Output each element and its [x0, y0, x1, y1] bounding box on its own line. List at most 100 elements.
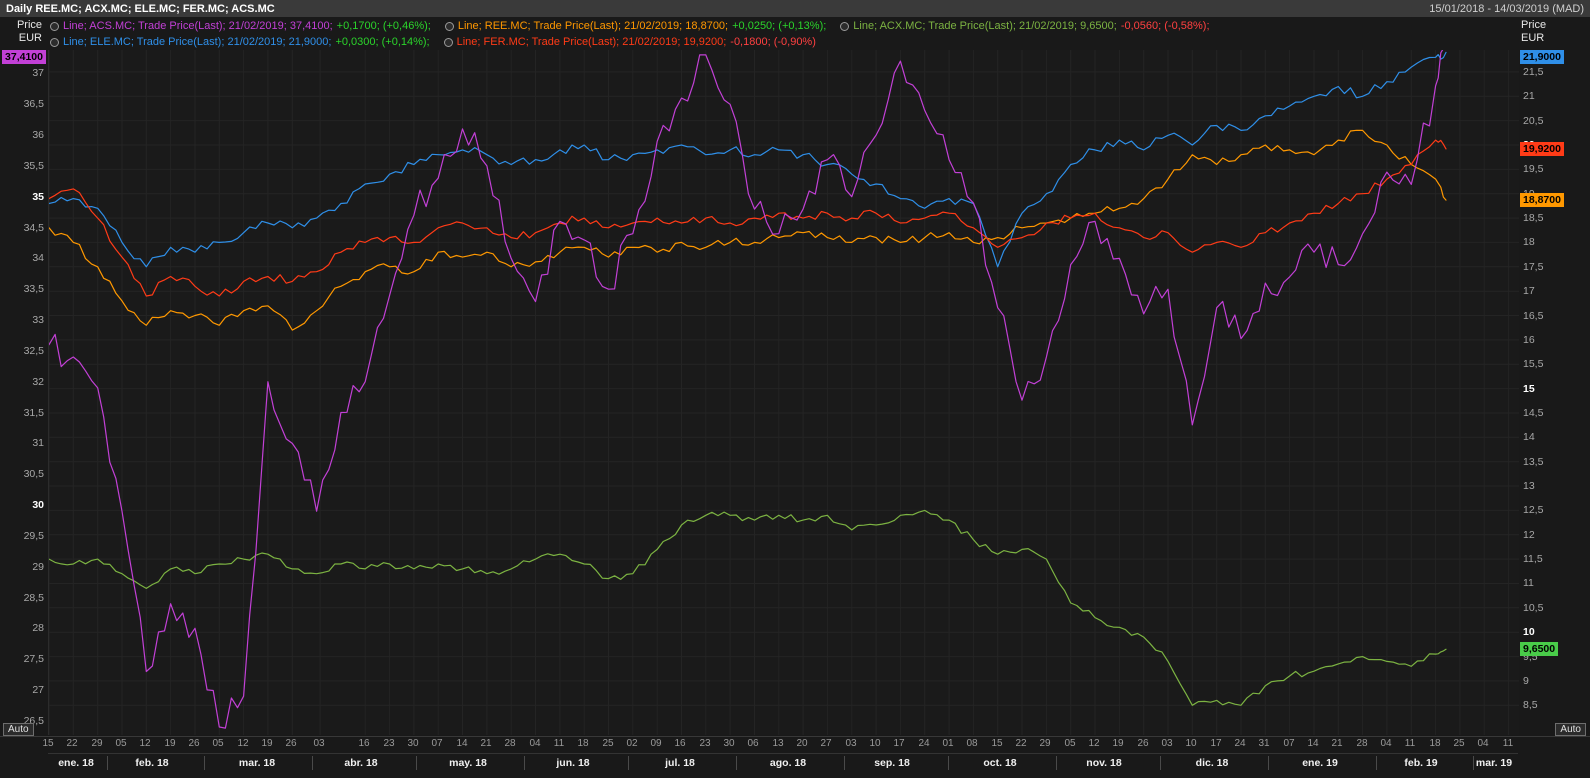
right-axis-tick-label: 13,5	[1523, 456, 1544, 468]
x-axis-tick-label: 12	[1088, 738, 1100, 749]
last-price-badge-ACS.MC: 37,4100	[2, 50, 46, 64]
auto-scale-button-left[interactable]: Auto	[3, 723, 34, 736]
x-axis-tick-label: 15	[42, 738, 54, 749]
last-price-badge-FER.MC: 19,9200	[1520, 142, 1564, 156]
left-axis-tick-label: 28,5	[23, 592, 44, 604]
x-axis-tick-label: 01	[942, 738, 954, 749]
x-axis-tick-label: 07	[1283, 738, 1295, 749]
x-axis-tick-label: 12	[139, 738, 151, 749]
x-axis-tick-label: 21	[1331, 738, 1343, 749]
x-axis-tick-label: 15	[991, 738, 1003, 749]
x-axis-tick-label: 07	[431, 738, 443, 749]
series-line-ELE.MC[interactable]	[49, 51, 1447, 268]
month-separator	[1268, 756, 1269, 770]
right-axis-tick-label: 14,5	[1523, 407, 1544, 419]
chart-plot-area[interactable]	[48, 50, 1519, 735]
right-axis-tick-label: 17	[1523, 285, 1535, 297]
last-price-badge-ACX.MC: 9,6500	[1520, 642, 1559, 656]
month-label: dic. 18	[1195, 757, 1229, 769]
right-axis-tick-label: 14	[1523, 431, 1535, 443]
x-axis-tick-label: 18	[577, 738, 589, 749]
auto-scale-button-right[interactable]: Auto	[1555, 723, 1586, 736]
chart-canvas[interactable]	[49, 50, 1519, 735]
month-label: feb. 18	[135, 757, 169, 769]
x-axis-tick-label: 24	[918, 738, 930, 749]
series-pin-icon[interactable]	[840, 21, 850, 31]
x-axis-tick-label: 17	[893, 738, 905, 749]
series-pin-icon[interactable]	[50, 37, 59, 47]
x-axis-tick-label: 23	[699, 738, 711, 749]
right-axis-tick-label: 19,5	[1523, 163, 1544, 175]
right-axis-tick-label: 11	[1523, 577, 1534, 589]
right-axis-tick-label: 9	[1523, 675, 1529, 687]
x-axis-tick-label: 16	[358, 738, 370, 749]
series-line-REE.MC[interactable]	[49, 129, 1447, 331]
x-axis-tick-label: 30	[723, 738, 735, 749]
month-separator	[312, 756, 313, 770]
right-axis-tick-label: 18,5	[1523, 212, 1544, 224]
month-separator	[1376, 756, 1377, 770]
x-axis-tick-label: 03	[1161, 738, 1173, 749]
right-price-axis[interactable]: 21,52120,52019,51918,51817,51716,51615,5…	[1518, 50, 1590, 735]
left-axis-tick-label: 36,5	[23, 98, 44, 110]
x-axis-tick-label: 26	[1137, 738, 1149, 749]
left-axis-tick-label: 36	[32, 129, 44, 141]
left-axis-tick-label: 31	[32, 437, 44, 449]
right-axis-tick-label: 16,5	[1523, 310, 1544, 322]
x-axis-month-labels[interactable]: ene. 18 feb. 18 mar. 18 abr. 18 may. 18 jun. …	[48, 753, 1518, 773]
series-line-ACX.MC[interactable]	[49, 509, 1447, 706]
series-pin-icon[interactable]	[50, 21, 59, 31]
series-pin-icon[interactable]	[444, 21, 454, 31]
x-axis-tick-label: 11	[1404, 738, 1416, 749]
right-axis-tick-label: 10	[1523, 626, 1535, 638]
left-price-axis[interactable]: 37 36,5 36 35,5 35 34,5 34 33,5 33 32,5 32 31,5 31 30…	[0, 50, 48, 735]
x-axis-tick-label: 30	[407, 738, 419, 749]
legend-entry-FER.MC[interactable]: Line; FER.MC; Trade Price(Last); 21/02/2…	[443, 34, 816, 50]
legend-entry-text: Line; REE.MC; Trade Price(Last); 21/02/2…	[457, 20, 729, 32]
x-axis-tick-label: 11	[553, 738, 565, 749]
right-axis-tick-label: 12	[1523, 529, 1535, 541]
legend-entry-ACS.MC[interactable]: Line; ACS.MC; Trade Price(Last); 21/02/2…	[50, 18, 431, 34]
series-line-FER.MC[interactable]	[49, 139, 1447, 297]
x-axis-tick-label: 29	[1039, 738, 1051, 749]
x-axis-tick-label: 26	[188, 738, 200, 749]
x-axis-tick-label: 18	[1429, 738, 1441, 749]
x-axis-tick-label: 28	[1356, 738, 1368, 749]
month-label: jun. 18	[556, 757, 590, 769]
legend-entry-ACX.MC[interactable]: Line; ACX.MC; Trade Price(Last); 21/02/2…	[840, 18, 1210, 34]
month-separator	[1056, 756, 1057, 770]
left-axis-tick-label: 27,5	[23, 653, 44, 665]
x-axis-tick-label: 23	[383, 738, 395, 749]
x-axis-tick-label: 05	[212, 738, 224, 749]
x-axis-tick-label: 21	[480, 738, 492, 749]
right-axis-tick-label: 8,5	[1523, 699, 1538, 711]
month-label: ene. 18	[58, 757, 94, 769]
x-axis-tick-label: 03	[845, 738, 857, 749]
series-pin-icon[interactable]	[443, 37, 453, 47]
right-axis-header: Price EUR	[1521, 19, 1567, 45]
month-label: oct. 18	[983, 757, 1017, 769]
month-separator	[524, 756, 525, 770]
x-axis-tick-label: 20	[796, 738, 808, 749]
series-line-ACS.MC[interactable]	[49, 50, 1446, 729]
left-axis-tick-label: 35,5	[23, 160, 44, 172]
month-separator	[1473, 756, 1474, 770]
legend-entry-text: Line; ACX.MC; Trade Price(Last); 21/02/2…	[853, 20, 1117, 32]
plot-bottom-divider	[0, 736, 1590, 737]
x-axis-day-labels[interactable]: 15 22 29 05 12 19 26 05 12 19 26 03 16 23 30 07 14 21 28 04…	[42, 738, 1518, 752]
x-axis-tick-label: 10	[869, 738, 881, 749]
month-separator	[1160, 756, 1161, 770]
legend-entry-change: -0,1800; (-0,90%)	[730, 36, 816, 48]
legend-entry-REE.MC[interactable]: Line; REE.MC; Trade Price(Last); 21/02/2…	[444, 18, 826, 34]
x-axis-tick-label: 10	[1185, 738, 1197, 749]
legend-entry-change: -0,0560; (-0,58%);	[1120, 20, 1210, 32]
x-axis-tick-label: 26	[285, 738, 297, 749]
month-label: mar. 18	[238, 757, 276, 769]
x-axis-tick-label: 22	[1015, 738, 1027, 749]
legend-entry-ELE.MC[interactable]: Line; ELE.MC; Trade Price(Last); 21/02/2…	[50, 34, 430, 50]
left-axis-tick-label: 33,5	[23, 283, 44, 295]
right-axis-tick-label: 17,5	[1523, 261, 1544, 273]
x-axis-tick-label: 04	[1477, 738, 1489, 749]
left-axis-tick-label: 28	[32, 622, 44, 634]
month-label: abr. 18	[344, 757, 378, 769]
